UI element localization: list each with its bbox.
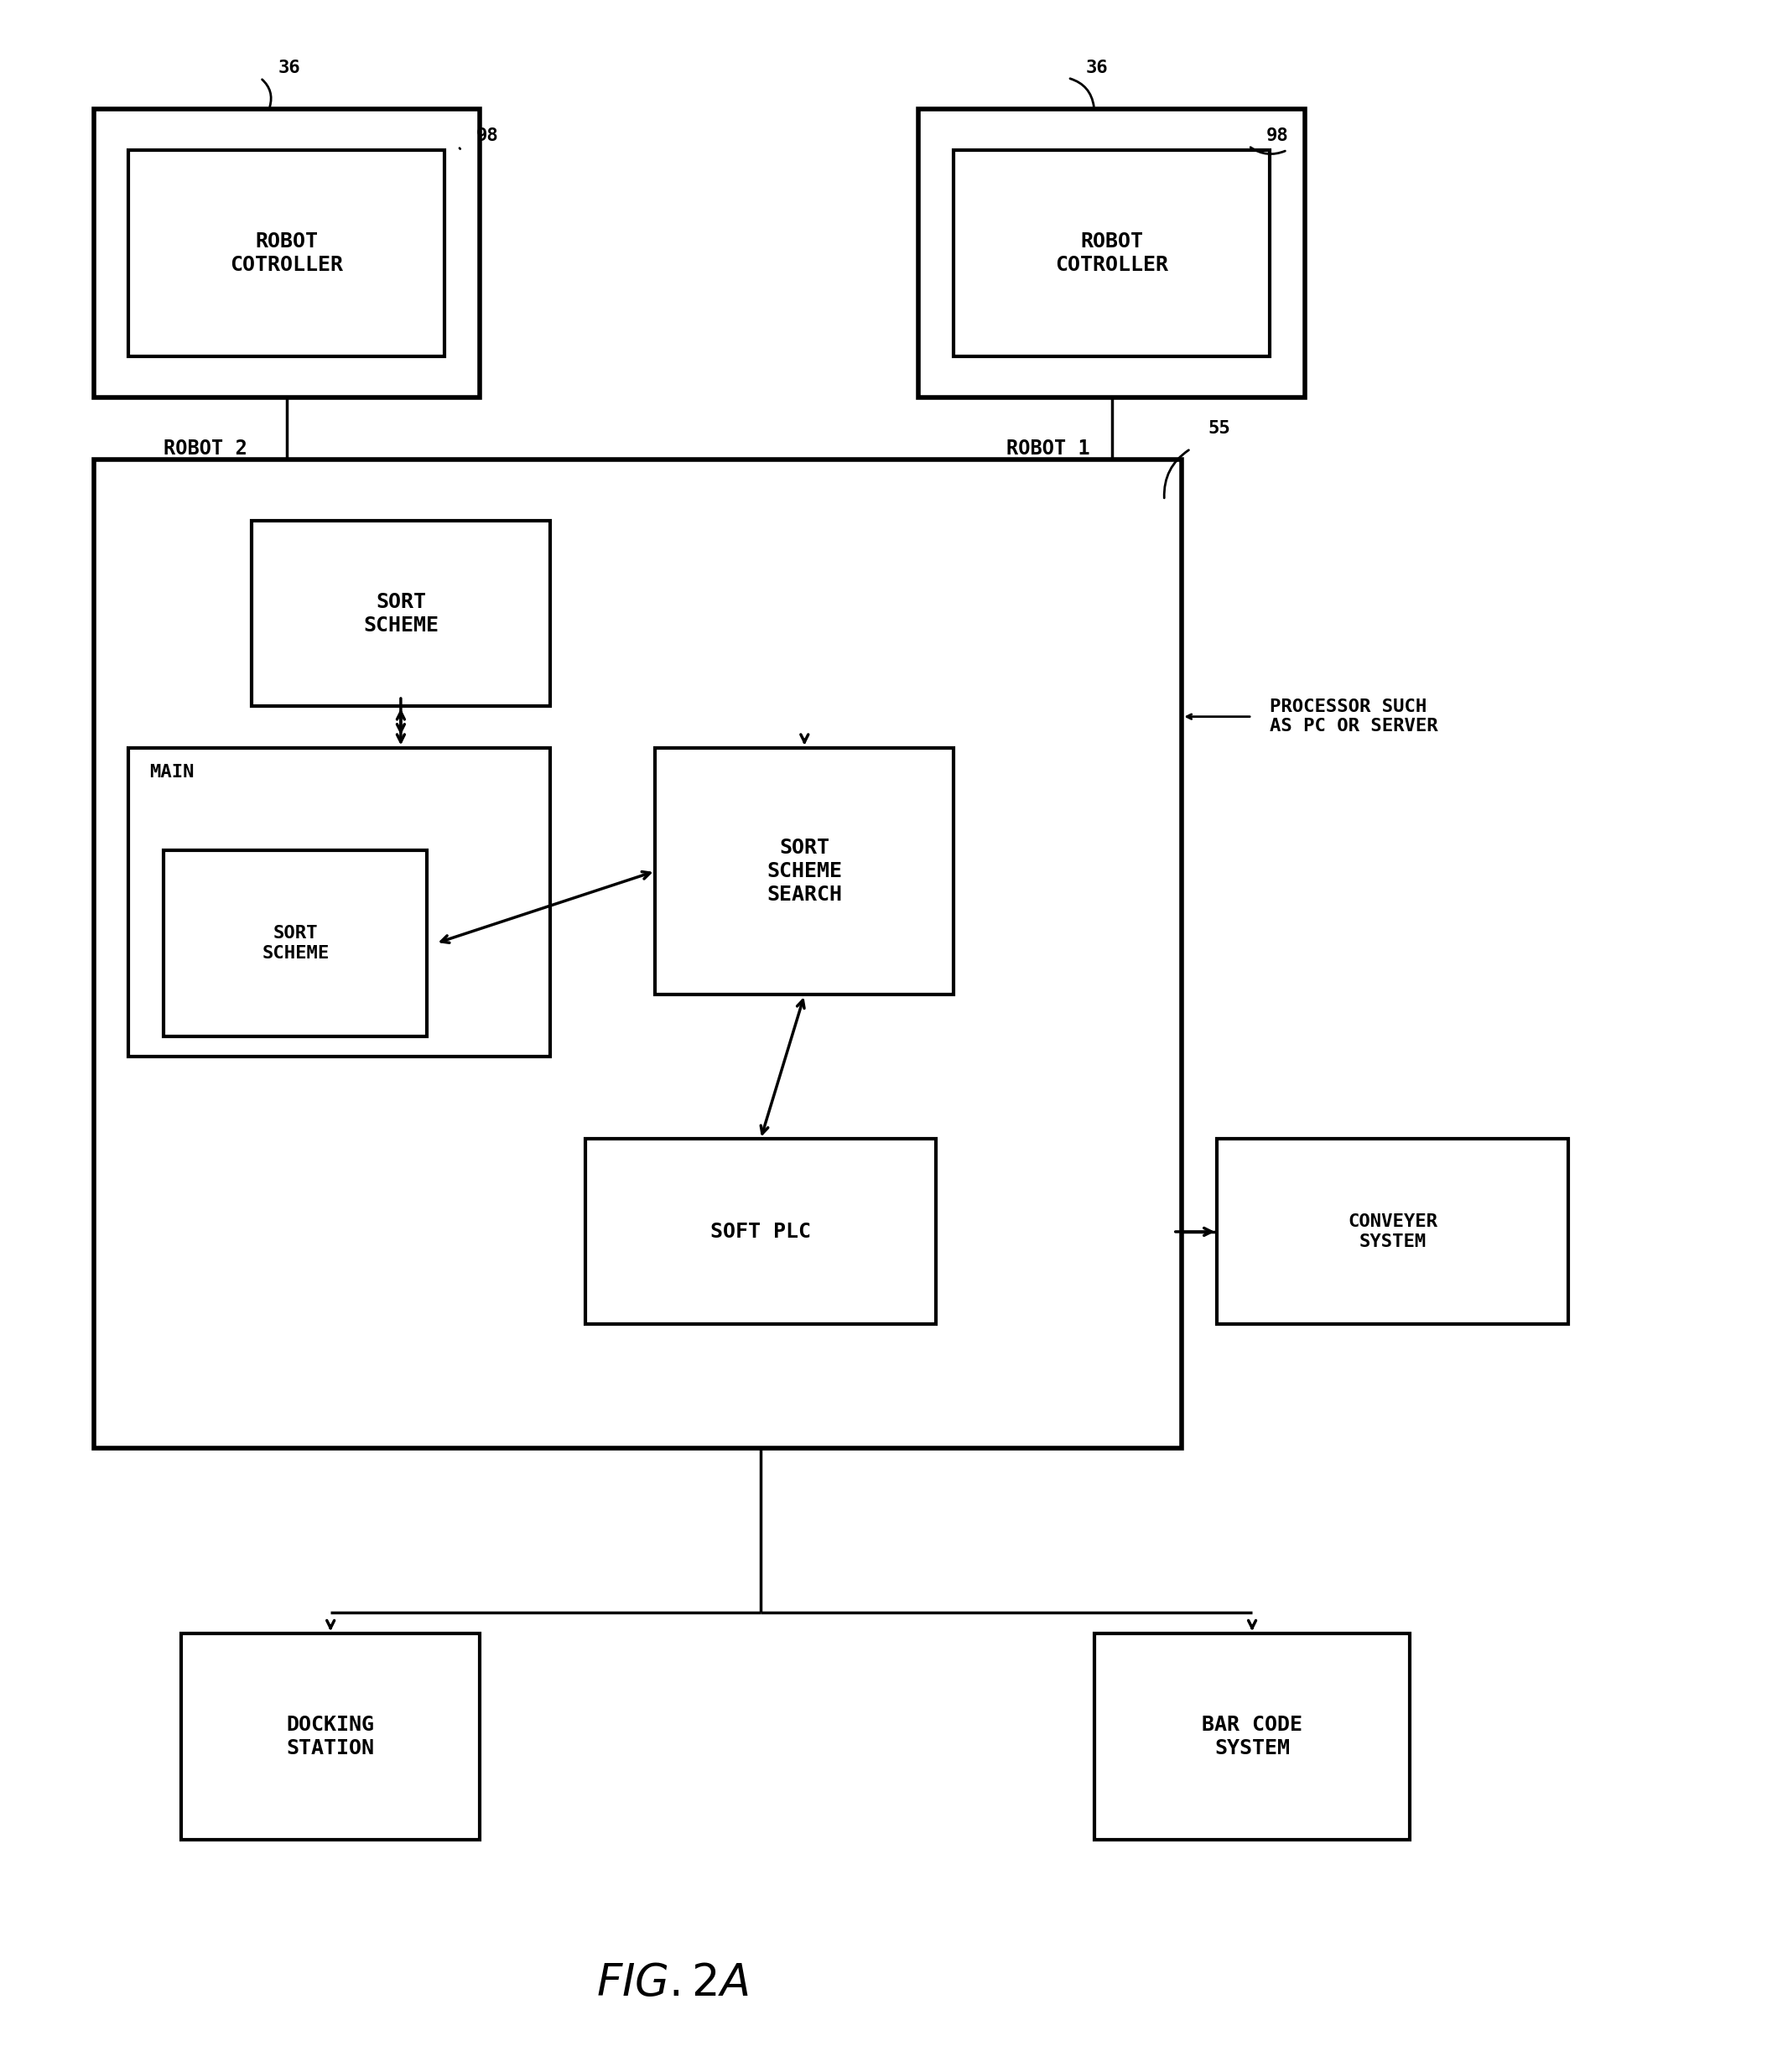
Text: ROBOT 2: ROBOT 2 — [164, 439, 247, 458]
FancyBboxPatch shape — [251, 520, 550, 707]
FancyBboxPatch shape — [164, 852, 428, 1036]
Text: 36: 36 — [277, 60, 300, 77]
Text: 98: 98 — [1267, 126, 1288, 145]
Text: ROBOT
COTROLLER: ROBOT COTROLLER — [1055, 232, 1168, 276]
Text: 98: 98 — [477, 126, 498, 145]
FancyBboxPatch shape — [94, 460, 1182, 1448]
Text: SORT
SCHEME: SORT SCHEME — [262, 926, 329, 961]
FancyBboxPatch shape — [1094, 1633, 1410, 1840]
Text: SORT
SCHEME
SEARCH: SORT SCHEME SEARCH — [767, 837, 843, 905]
Text: MAIN: MAIN — [150, 765, 194, 781]
Text: DOCKING
STATION: DOCKING STATION — [286, 1716, 375, 1759]
Text: ROBOT 1: ROBOT 1 — [1007, 439, 1090, 458]
FancyBboxPatch shape — [94, 110, 481, 398]
Text: 36: 36 — [1085, 60, 1108, 77]
FancyBboxPatch shape — [919, 110, 1304, 398]
FancyBboxPatch shape — [129, 149, 445, 356]
FancyBboxPatch shape — [129, 748, 550, 1057]
FancyBboxPatch shape — [656, 748, 954, 995]
FancyBboxPatch shape — [585, 1140, 937, 1324]
Text: ROBOT
COTROLLER: ROBOT COTROLLER — [230, 232, 343, 276]
Text: CONVEYER
SYSTEM: CONVEYER SYSTEM — [1348, 1214, 1437, 1249]
Text: 55: 55 — [1209, 421, 1230, 437]
FancyBboxPatch shape — [1217, 1140, 1567, 1324]
Text: $\mathit{F}$$\mathit{IG.}$$\mathit{2A}$: $\mathit{F}$$\mathit{IG.}$$\mathit{2A}$ — [597, 1962, 749, 2006]
Text: SORT
SCHEME: SORT SCHEME — [362, 593, 438, 636]
Text: BAR CODE
SYSTEM: BAR CODE SYSTEM — [1202, 1716, 1302, 1759]
FancyBboxPatch shape — [954, 149, 1270, 356]
Text: SOFT PLC: SOFT PLC — [710, 1222, 811, 1241]
FancyBboxPatch shape — [182, 1633, 481, 1840]
Text: PROCESSOR SUCH
AS PC OR SERVER: PROCESSOR SUCH AS PC OR SERVER — [1270, 698, 1438, 736]
